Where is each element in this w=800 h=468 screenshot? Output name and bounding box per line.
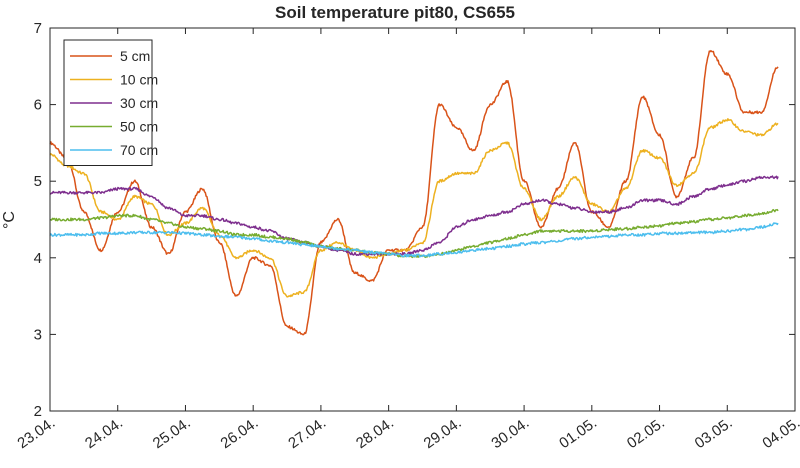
legend-label: 10 cm — [120, 72, 158, 88]
legend-label: 50 cm — [120, 119, 158, 135]
x-tick-label: 25.04. — [150, 414, 194, 452]
x-tick-label: 03.05. — [692, 414, 736, 452]
x-tick-label: 27.04. — [285, 414, 329, 452]
series-line-70-cm — [49, 222, 779, 258]
legend-label: 30 cm — [120, 95, 158, 111]
x-tick-label: 26.04. — [218, 414, 262, 452]
series-line-30-cm — [49, 175, 779, 257]
y-tick-label: 7 — [34, 20, 42, 37]
plot-area — [50, 28, 795, 411]
x-tick-label: 30.04. — [488, 414, 532, 452]
legend: 5 cm 10 cm 30 cm 50 cm 70 cm — [63, 39, 158, 166]
plot-background — [50, 28, 795, 411]
legend-label: 5 cm — [120, 48, 150, 64]
x-tick-label: 28.04. — [353, 414, 397, 452]
y-tick-label: 4 — [34, 250, 42, 267]
series-line-10-cm — [49, 118, 779, 298]
series-line-5-cm — [49, 49, 779, 336]
y-tick-label: 6 — [34, 97, 42, 114]
x-tick-label: 29.04. — [421, 414, 465, 452]
axes-frame — [49, 27, 796, 412]
y-tick-label: 3 — [34, 326, 42, 343]
x-tick-label: 04.05. — [759, 414, 800, 452]
x-tick-label: 01.05. — [556, 414, 600, 452]
x-tick-label: 23.04. — [14, 414, 58, 452]
series-line-50-cm — [49, 208, 779, 259]
y-tick-label: 5 — [34, 173, 42, 190]
x-tick-label: 02.05. — [624, 414, 668, 452]
series-layer — [49, 49, 779, 336]
x-tick-label: 24.04. — [82, 414, 126, 452]
y-axis-label: °C — [1, 211, 18, 229]
chart-title: Soil temperature pit80, CS655 — [275, 3, 515, 22]
legend-label: 70 cm — [120, 142, 158, 158]
y-tick-label: 2 — [34, 403, 42, 420]
